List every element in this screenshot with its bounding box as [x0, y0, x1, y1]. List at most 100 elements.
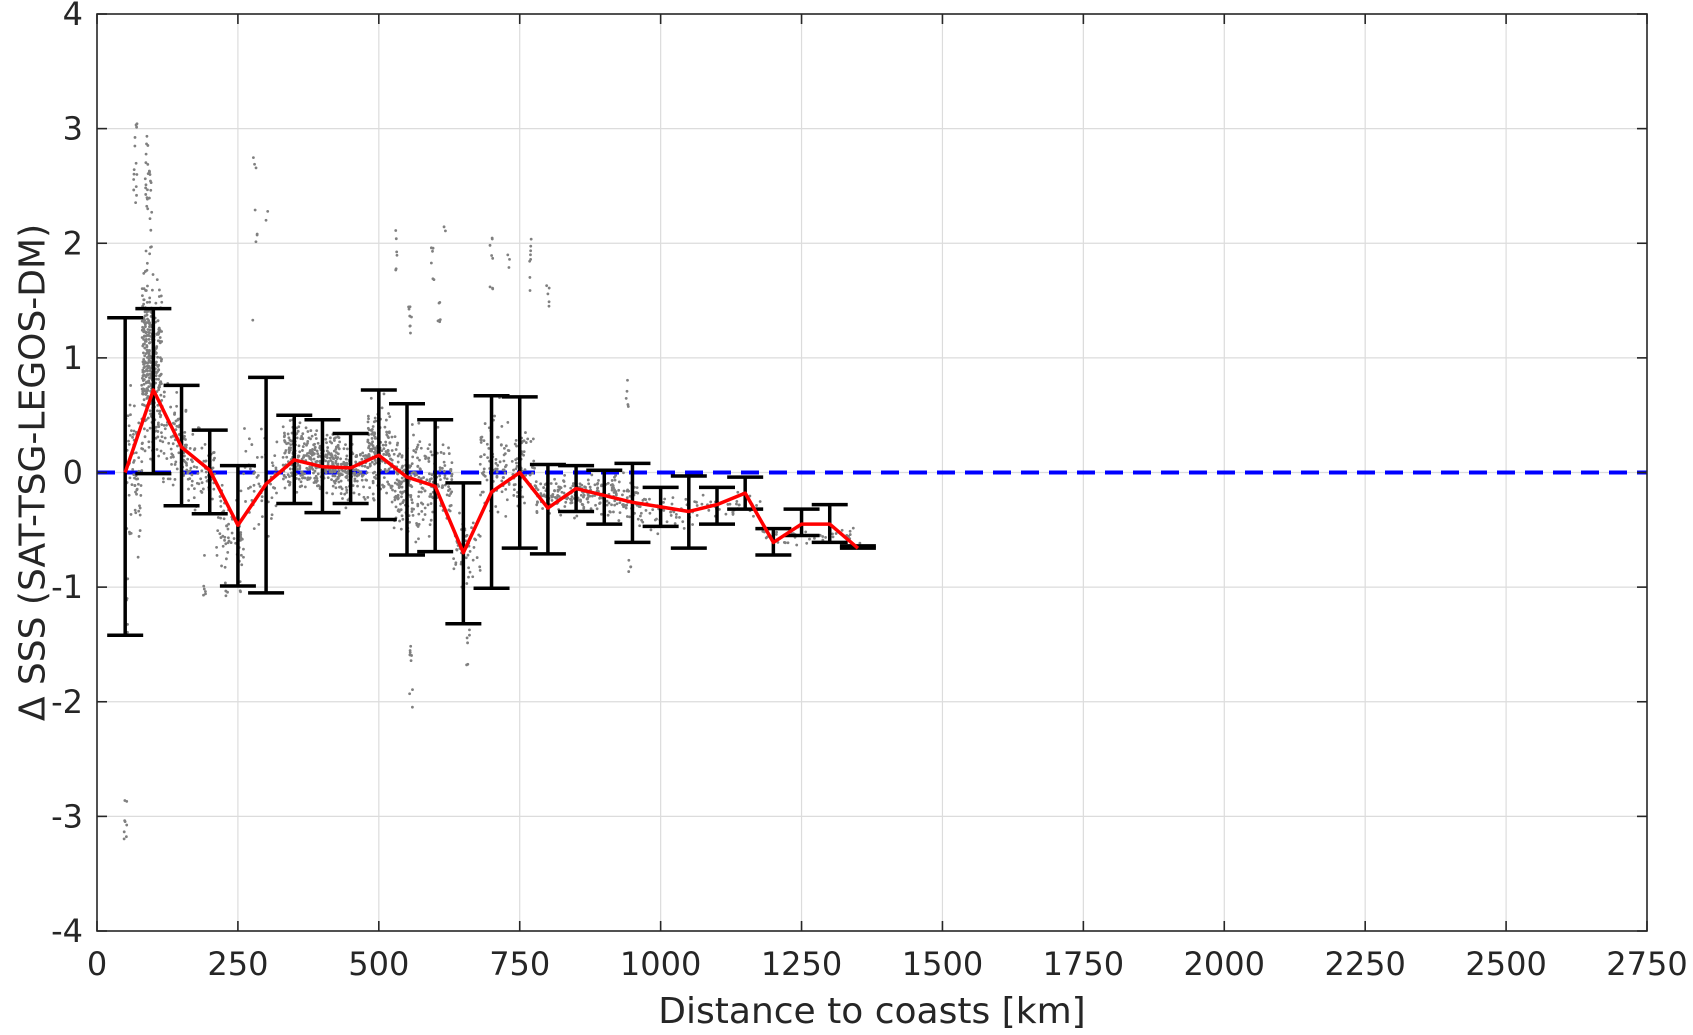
scatter-point — [372, 497, 375, 500]
scatter-point — [831, 533, 834, 536]
scatter-point — [345, 489, 348, 492]
scatter-point — [156, 435, 159, 438]
scatter-point — [148, 365, 151, 368]
scatter-point — [491, 257, 494, 260]
scatter-point — [372, 444, 375, 447]
scatter-point — [512, 469, 515, 472]
scatter-point — [824, 536, 827, 539]
scatter-point — [534, 484, 537, 487]
scatter-point — [430, 495, 433, 498]
y-axis-title: Δ SSS (SAT-TSG-LEGOS-DM) — [13, 224, 54, 721]
scatter-point — [625, 507, 628, 510]
scatter-point — [144, 435, 147, 438]
scatter-point — [402, 499, 405, 502]
scatter-point — [468, 634, 471, 637]
scatter-point — [327, 476, 330, 479]
scatter-point — [167, 478, 170, 481]
scatter-point — [149, 341, 152, 344]
scatter-point — [506, 421, 509, 424]
scatter-point — [275, 441, 278, 444]
scatter-point — [339, 457, 342, 460]
scatter-point — [675, 513, 678, 516]
scatter-point — [227, 528, 230, 531]
scatter-point — [481, 491, 484, 494]
scatter-point — [195, 466, 198, 469]
scatter-point — [254, 209, 257, 212]
scatter-point — [496, 471, 499, 474]
scatter-point — [575, 515, 578, 518]
scatter-point — [399, 483, 402, 486]
scatter-point — [301, 437, 304, 440]
scatter-point — [253, 163, 256, 166]
scatter-point — [135, 493, 138, 496]
scatter-point — [446, 477, 449, 480]
scatter-point — [142, 330, 145, 333]
scatter-point — [852, 527, 855, 530]
scatter-point — [410, 498, 413, 501]
scatter-point — [145, 375, 148, 378]
scatter-point — [443, 225, 446, 228]
scatter-point — [150, 181, 153, 184]
scatter-point — [289, 446, 292, 449]
scatter-point — [500, 425, 503, 428]
scatter-point — [573, 517, 576, 520]
scatter-point — [128, 424, 131, 427]
scatter-point — [159, 380, 162, 383]
scatter-point — [175, 391, 178, 394]
scatter-point — [326, 446, 329, 449]
scatter-point — [617, 519, 620, 522]
scatter-point — [557, 489, 560, 492]
scatter-point — [251, 319, 254, 322]
scatter-point — [324, 438, 327, 441]
scatter-point — [581, 503, 584, 506]
scatter-point — [285, 442, 288, 445]
scatter-point — [451, 461, 454, 464]
scatter-point — [334, 482, 337, 485]
scatter-point — [607, 482, 610, 485]
scatter-point — [157, 421, 160, 424]
scatter-point — [331, 474, 334, 477]
scatter-point — [338, 486, 341, 489]
scatter-point — [289, 468, 292, 471]
scatter-point — [135, 194, 138, 197]
scatter-point — [298, 464, 301, 467]
scatter-point — [383, 485, 386, 488]
scatter-point — [199, 477, 202, 480]
scatter-point — [326, 454, 329, 457]
scatter-point — [172, 484, 175, 487]
scatter-point — [365, 479, 368, 482]
scatter-point — [371, 461, 374, 464]
scatter-point — [398, 486, 401, 489]
scatter-point — [336, 476, 339, 479]
scatter-point — [611, 486, 614, 489]
scatter-point — [159, 336, 162, 339]
scatter-point — [240, 554, 243, 557]
scatter-point — [608, 502, 611, 505]
scatter-point — [691, 523, 694, 526]
scatter-point — [411, 501, 414, 504]
scatter-point — [144, 310, 147, 313]
scatter-point — [411, 507, 414, 510]
scatter-point — [468, 629, 471, 632]
scatter-point — [156, 409, 159, 412]
scatter-point — [191, 480, 194, 483]
scatter-point — [410, 659, 413, 662]
y-tick-label: 3 — [63, 110, 83, 148]
scatter-point — [284, 451, 287, 454]
scatter-point — [418, 523, 421, 526]
scatter-point — [174, 463, 177, 466]
scatter-point — [302, 445, 305, 448]
scatter-point — [149, 229, 152, 232]
scatter-point — [305, 426, 308, 429]
scatter-point — [683, 527, 686, 530]
scatter-point — [354, 478, 357, 481]
scatter-point — [447, 446, 450, 449]
scatter-point — [364, 465, 367, 468]
scatter-point — [393, 526, 396, 529]
scatter-point — [345, 491, 348, 494]
scatter-point — [156, 278, 159, 281]
scatter-point — [596, 486, 599, 489]
scatter-point — [417, 537, 420, 540]
scatter-point — [345, 476, 348, 479]
scatter-point — [385, 419, 388, 422]
